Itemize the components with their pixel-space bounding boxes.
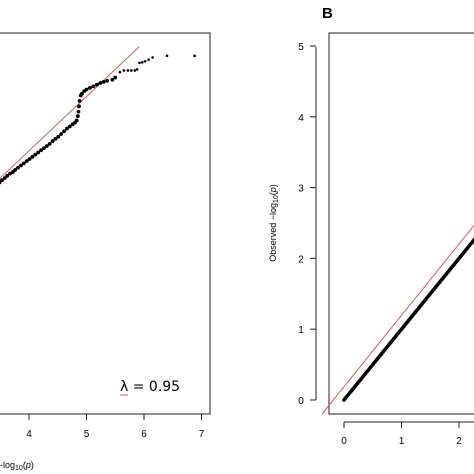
left-data-point [47,141,52,146]
left-x-tick-label: 6 [141,429,147,440]
left-data-point [65,126,69,131]
left-data-point [88,85,92,90]
left-reference-line [0,46,140,179]
right-x-tick-label: 1 [399,436,405,447]
left-data-point [151,56,154,59]
left-data-point [59,132,64,136]
left-data-point [8,171,12,176]
left-data-point [19,163,23,168]
right-x-tick-label: 0 [341,436,347,447]
left-data-point [76,109,81,114]
left-qq-panel: 4 5 6 7 λ = 0.95 -log10(p) [0,32,211,472]
panel-label-b: B [322,5,333,22]
left-data-point [122,69,126,72]
right-ylabel-var: p [268,187,278,193]
right-reference-line [321,224,474,415]
left-data-point [105,78,110,83]
right-y-tick-label: 0 [298,396,304,407]
left-x-axis-title: -log10(p) [0,460,34,472]
left-data-point [24,159,29,164]
left-data-point [138,61,141,65]
lambda-annotation: λ = 0.95 [120,379,180,395]
right-ylabel-sub: 10 [273,195,280,203]
right-y-tick-label: 3 [298,184,304,195]
left-xlabel-pre: -log [0,460,15,470]
left-data-point [91,84,96,89]
left-data-point [0,178,4,183]
left-data-point [56,134,61,139]
left-data-point [36,150,41,155]
right-ylabel-mid: ( [268,192,278,195]
left-data-point [27,157,32,161]
right-y-axis-title: Observed −log10(p) [268,184,280,262]
left-x-tick-label: 7 [199,429,205,440]
right-x-ticks: 0 1 2 [341,422,462,447]
right-ylabel-pre: Observed −log [268,203,278,262]
right-y-ticks: 0 1 2 3 4 5 [298,42,316,407]
left-data-point [101,79,106,84]
left-data-point [53,137,58,141]
left-x-ticks: 4 5 6 7 [26,414,205,440]
left-data-point [94,82,99,87]
left-x-tick-label: 4 [26,429,32,440]
left-xlabel-post: ) [31,460,34,470]
left-data-point [130,69,133,72]
right-y-tick-label: 4 [298,113,304,124]
left-data-point [118,70,122,74]
left-data-point [5,173,10,178]
right-y-tick-label: 2 [298,254,304,265]
right-qq-panel: B 0 1 2 3 4 5 0 1 2 Observed −log10(p) [268,5,474,447]
left-data-point [80,91,84,96]
left-data-point [98,81,103,85]
left-data-point [147,58,150,61]
right-x-tick-label: 2 [456,436,462,447]
left-data-point [42,146,46,151]
left-data-point [62,129,66,134]
left-data-point [133,69,137,72]
left-data-point [135,68,139,71]
left-data-point [143,59,147,63]
left-data-point [113,75,118,80]
left-data-point [13,167,18,172]
left-data-point [50,139,55,143]
left-xlabel-var: p [25,460,31,470]
left-data-point [44,144,49,148]
left-data-point [165,54,169,58]
left-data-point [74,118,79,123]
left-x-tick-label: 5 [84,429,90,440]
left-data-point [126,69,130,72]
right-ylabel-post: ) [268,184,278,187]
left-plot-frame [0,32,211,415]
left-data-point [77,104,81,109]
left-data-point [75,114,80,118]
right-points-group [342,237,474,402]
left-data-point [39,148,43,153]
left-xlabel-sub: 10 [15,465,23,472]
right-y-tick-label: 1 [298,325,304,336]
right-plot-frame [328,32,474,415]
left-data-point [33,152,38,157]
right-y-tick-label: 5 [298,42,304,53]
left-data-point [84,87,89,92]
left-xlabel-mid: ( [23,460,26,470]
left-data-point [30,154,35,159]
left-data-point [193,54,196,58]
left-data-point [77,98,82,103]
left-data-point [110,77,115,82]
left-data-point [21,161,26,166]
left-points-group [0,54,196,185]
left-data-point [140,61,144,64]
left-data-point [16,165,20,170]
left-data-point [67,124,72,129]
